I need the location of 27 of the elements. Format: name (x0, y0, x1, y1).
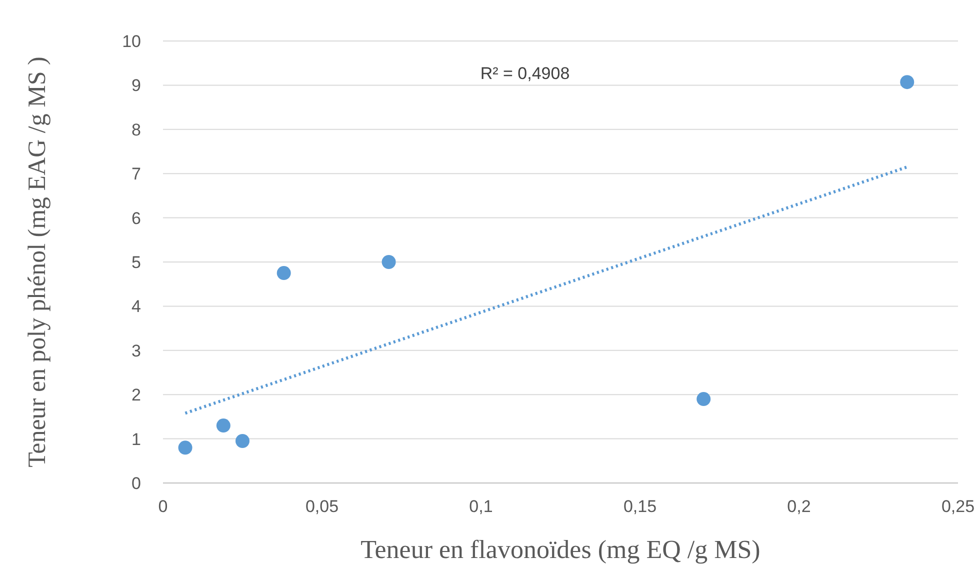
x-tick-label: 0,05 (305, 497, 339, 516)
y-tick-label: 7 (132, 164, 141, 184)
point (216, 418, 230, 433)
y-tick-label: 9 (132, 76, 141, 96)
y-tick-label: 3 (132, 341, 141, 360)
x-tick-label: 0,15 (623, 497, 657, 516)
x-tick-label: 0,1 (469, 497, 493, 516)
y-axis-title: Teneur en poly phénol (mg EAG /g MS ) (24, 56, 51, 468)
point (900, 75, 914, 90)
x-tick-label: 0 (158, 497, 168, 516)
point (178, 440, 192, 455)
x-axis-title: Teneur en flavonoïdes (mg EQ /g MS) (360, 535, 760, 564)
y-tick-label: 2 (132, 386, 141, 405)
y-tick-label: 4 (132, 297, 141, 316)
point (382, 255, 396, 269)
y-tick-label: 1 (132, 430, 141, 449)
y-tick-label: 8 (132, 120, 141, 140)
point (276, 266, 291, 280)
x-tick-label: 0,25 (941, 497, 975, 516)
y-tick-label: 5 (132, 252, 141, 272)
y-tick-label: 6 (132, 208, 141, 228)
point (696, 392, 711, 406)
y-tick-label: 10 (122, 32, 141, 51)
y-tick-label: 0 (132, 474, 141, 493)
x-tick-label: 0,2 (787, 497, 811, 516)
annotation: R² = 0,4908 (480, 64, 570, 83)
point (236, 434, 250, 448)
